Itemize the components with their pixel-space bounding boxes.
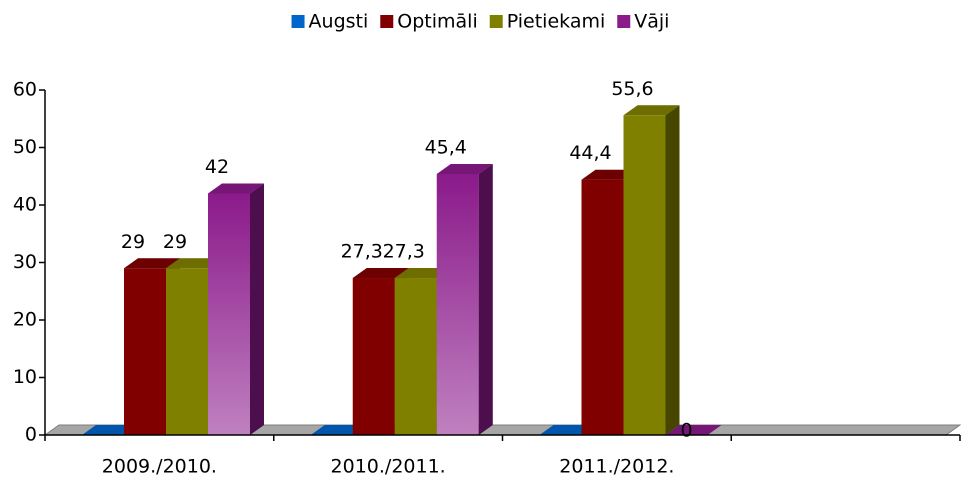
legend-label: Optimāli — [397, 11, 477, 33]
y-tick-label: 60 — [13, 79, 37, 101]
data-label: 29 — [163, 231, 187, 253]
bar-side — [665, 105, 680, 436]
x-tick-label: 2010./2011. — [331, 456, 446, 477]
bar-top-shade — [623, 105, 680, 116]
bar-top — [208, 183, 264, 194]
bar-top — [623, 105, 680, 116]
y-tick-label: 20 — [13, 309, 37, 331]
bar-side — [250, 183, 264, 435]
y-tick-label: 40 — [13, 194, 37, 216]
bar-top — [665, 425, 722, 435]
bar-top-shade — [665, 425, 722, 435]
data-label: 55,6 — [611, 78, 653, 100]
data-label: 42 — [205, 156, 229, 178]
data-label: 27,3 — [383, 241, 425, 263]
data-label: 45,4 — [425, 136, 467, 158]
legend-swatch — [291, 15, 305, 28]
data-label: 44,4 — [569, 142, 611, 164]
bar — [352, 278, 395, 435]
bar-sheen — [208, 193, 250, 435]
bar — [623, 115, 666, 436]
bar-top — [352, 268, 409, 279]
y-tick-label: 10 — [13, 366, 37, 388]
bar-top-shade — [352, 268, 409, 279]
bar — [166, 268, 208, 435]
legend: Augsti Optimāli Pietiekami Vāji — [291, 11, 669, 33]
legend-swatch — [617, 15, 631, 28]
legend-swatch — [380, 15, 394, 28]
x-tick-label: 2011./2012. — [559, 456, 674, 477]
bar-top-shade — [208, 183, 264, 194]
bar-sheen — [436, 173, 479, 435]
legend-label: Augsti — [309, 11, 369, 33]
bar-side-shade — [478, 163, 493, 435]
bar-top-shade — [436, 163, 493, 174]
data-label: 29 — [121, 231, 145, 253]
bar — [124, 268, 166, 435]
y-tick-label: 50 — [13, 136, 37, 158]
bar — [581, 179, 624, 435]
data-label: 27,3 — [341, 241, 383, 263]
bar-side — [478, 163, 493, 435]
legend-label: Pietiekami — [507, 11, 606, 33]
bar-top — [124, 258, 180, 269]
bar-side-shade — [665, 105, 680, 436]
bar — [394, 278, 437, 435]
legend-swatch — [489, 15, 503, 28]
y-tick-label: 30 — [13, 251, 37, 273]
x-tick-label: 2009./2010. — [102, 456, 217, 477]
bar-top — [436, 163, 493, 174]
bar-side-shade — [250, 183, 264, 435]
data-label: 0 — [680, 420, 692, 442]
bar-top-shade — [124, 258, 180, 269]
y-tick-label: 0 — [25, 424, 37, 446]
legend-label: Vāji — [634, 11, 669, 33]
